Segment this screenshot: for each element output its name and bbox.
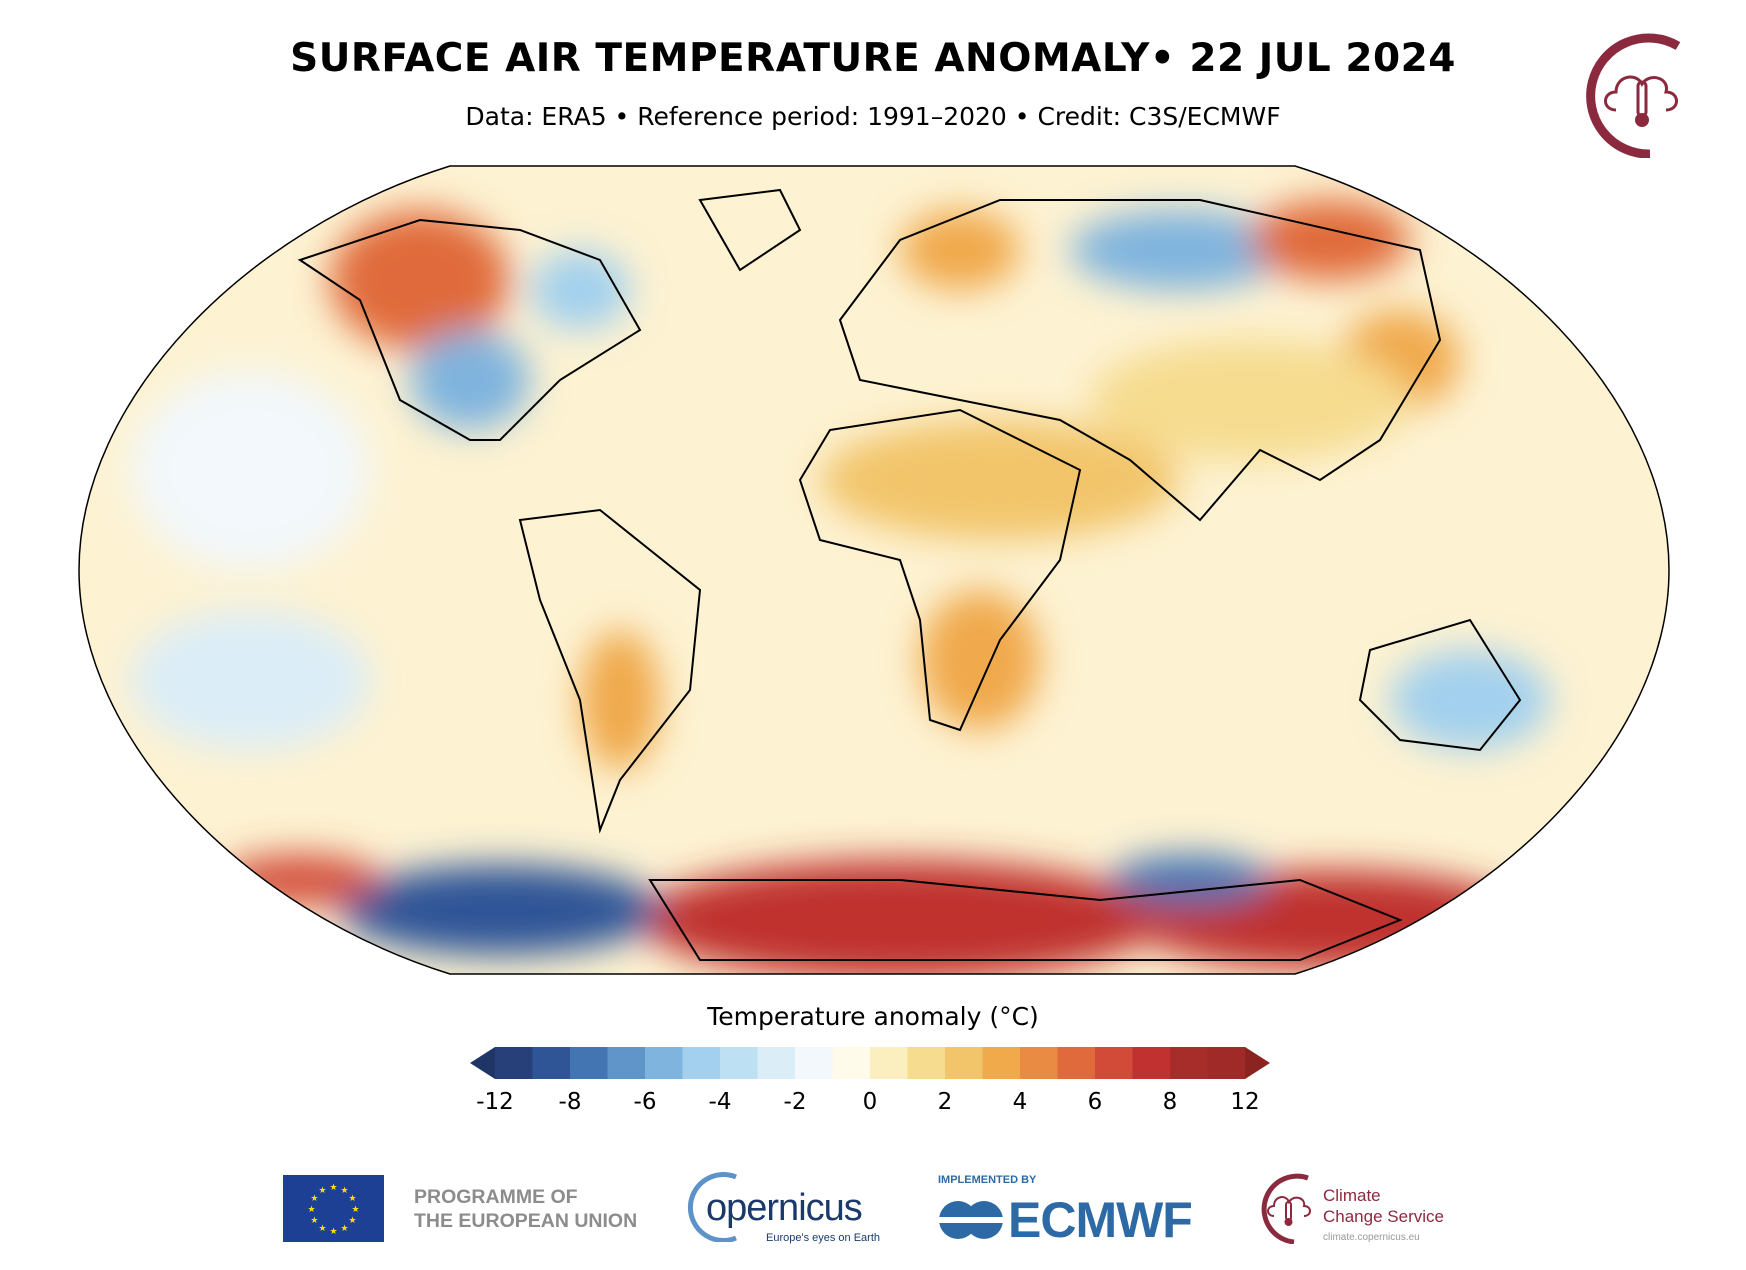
colorbar-segment <box>720 1047 758 1079</box>
colorbar-segment <box>1057 1047 1096 1079</box>
colorbar-tick-label: -4 <box>708 1089 732 1115</box>
anomaly-field <box>79 166 1669 974</box>
colorbar-segment <box>1020 1047 1058 1079</box>
colorbar-segment <box>1132 1047 1171 1079</box>
colorbar-segment <box>682 1047 721 1079</box>
eu-star-icon: ★ <box>349 1216 357 1226</box>
colorbar-tick-label: 4 <box>1012 1089 1028 1115</box>
c3s-line1: Climate <box>1323 1186 1381 1205</box>
colorbar-over-arrow <box>1245 1047 1270 1079</box>
colorbar-tick-label: -2 <box>783 1089 807 1115</box>
colorbar-segment <box>832 1047 871 1079</box>
colorbar-segment <box>757 1047 796 1079</box>
colorbar-segment <box>907 1047 946 1079</box>
colorbar-tick-label: -8 <box>558 1089 582 1115</box>
copernicus-logo-text: opernicus <box>706 1187 863 1229</box>
c3s-url: climate.copernicus.eu <box>1323 1232 1420 1243</box>
colorbar-segment <box>1207 1047 1246 1079</box>
colorbar-segment <box>645 1047 683 1079</box>
eu-star-icon: ★ <box>329 1227 337 1237</box>
colorbar-segment <box>1095 1047 1133 1079</box>
temperature-anomaly-map <box>78 165 1670 975</box>
colorbar-segment <box>532 1047 571 1079</box>
colorbar-segment <box>495 1047 533 1079</box>
ecmwf-logo-text: ECMWF <box>1008 1192 1193 1248</box>
c3s-line2: Change Service <box>1323 1207 1444 1226</box>
eu-star-icon: ★ <box>351 1205 359 1215</box>
colorbar-tick-label: -12 <box>476 1089 514 1115</box>
map-subtitle: Data: ERA5 • Reference period: 1991–2020… <box>465 102 1281 131</box>
eu-star-icon: ★ <box>310 1216 318 1226</box>
map-title: SURFACE AIR TEMPERATURE ANOMALY• 22 JUL … <box>290 36 1456 81</box>
colorbar-segment <box>795 1047 833 1079</box>
copernicus-arc-icon <box>687 1172 737 1242</box>
c3s-logo-icon <box>1586 33 1681 158</box>
eu-star-icon: ★ <box>329 1183 337 1193</box>
colorbar-segment <box>870 1047 908 1079</box>
colorbar-tick-label: 12 <box>1230 1089 1260 1115</box>
map-border <box>78 165 1670 975</box>
colorbar-tick-label: 2 <box>937 1089 953 1115</box>
colorbar-segment <box>570 1047 608 1079</box>
copernicus-tagline: Europe's eyes on Earth <box>766 1232 881 1244</box>
colorbar-segment <box>945 1047 983 1079</box>
eu-star-icon: ★ <box>340 1186 348 1196</box>
colorbar-segment <box>607 1047 646 1079</box>
colorbar-tick-label: 8 <box>1162 1089 1178 1115</box>
eu-star-icon: ★ <box>318 1186 326 1196</box>
implemented-by-label: IMPLEMENTED BY <box>938 1174 1037 1186</box>
colorbar-tick-label: 0 <box>862 1089 878 1115</box>
eu-programme-line2: THE EUROPEAN UNION <box>414 1210 638 1232</box>
colorbar-under-arrow <box>470 1047 495 1079</box>
eu-star-icon: ★ <box>318 1224 326 1234</box>
eu-star-icon: ★ <box>340 1224 348 1234</box>
eu-programme-line1: PROGRAMME OF <box>414 1186 578 1208</box>
colorbar-tick-label: 6 <box>1087 1089 1103 1115</box>
colorbar <box>470 1047 1270 1079</box>
eu-star-icon: ★ <box>310 1194 318 1204</box>
colorbar-tick-label: -6 <box>633 1089 657 1115</box>
c3s-footer-logo-icon <box>1261 1173 1311 1244</box>
coastlines <box>297 188 1522 961</box>
ecmwf-emblem-icon <box>938 1201 1004 1239</box>
eu-flag-logo: ★ ★ ★ ★ ★ ★ ★ ★ ★ ★ ★ ★ <box>283 1175 384 1242</box>
colorbar-title: Temperature anomaly (°C) <box>707 1002 1039 1031</box>
colorbar-segment <box>982 1047 1021 1079</box>
eu-star-icon: ★ <box>349 1194 357 1204</box>
colorbar-segment <box>1170 1047 1208 1079</box>
eu-star-icon: ★ <box>307 1205 315 1215</box>
